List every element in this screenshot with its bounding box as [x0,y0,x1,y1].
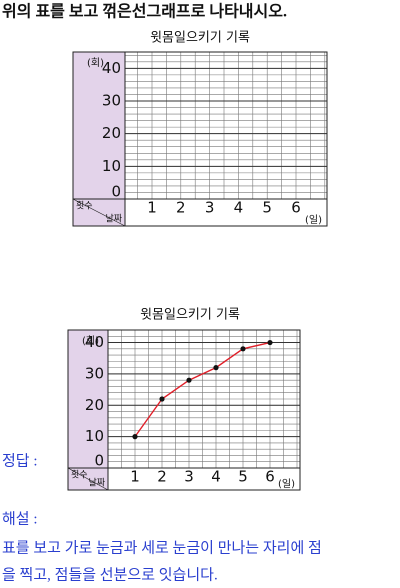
chart-title: 윗몸일으키기 기록 [140,308,240,323]
x-tick-label: 1 [147,199,157,217]
y-tick-label: 40 [85,333,104,351]
x-tick-label: 2 [176,199,186,217]
plot-area [125,52,327,199]
data-point [159,396,165,402]
x-tick-label: 3 [205,199,215,217]
y-tick-label: 40 [102,59,121,77]
x-tick-label: 6 [265,468,275,486]
y-tick-label: 10 [102,157,121,175]
x-tick-label: 5 [262,199,272,217]
chart-title: 윗몸일으키기 기록 [150,31,250,46]
y-tick-label: 20 [85,396,104,414]
series-line [134,341,271,438]
corner-top: 횟수 [76,200,93,212]
frame [67,329,301,491]
x-tick-label: 3 [184,468,194,486]
data-point [213,365,219,371]
y-tick-label: 0 [111,183,121,201]
explanation-line: 을 찍고, 점들을 선분으로 잇습니다. [2,566,218,583]
y-tick-label: 0 [94,452,104,470]
data-point [186,377,192,383]
corner-diagonal [67,467,109,491]
x-unit: (일) [305,214,322,226]
explanation-label: 해설 : [2,510,38,527]
y-tick-label: 30 [102,92,121,110]
answer-label: 정답 : [2,452,38,469]
data-point [132,434,138,440]
question: 위의 표를 보고 꺾은선그래프로 나타내시오. [2,3,287,21]
y-unit: (회) [82,335,99,347]
corner-bottom: 날짜 [105,214,122,225]
x-tick-label: 6 [291,199,301,217]
y-tick-label: 20 [102,124,121,142]
x-unit: (일) [278,478,295,490]
label-column [68,330,108,490]
frame [72,51,328,227]
data-point [240,346,246,352]
label-column [73,52,125,226]
x-tick-label: 2 [157,468,167,486]
y-unit: (회) [87,57,104,69]
x-tick-label: 4 [211,468,221,486]
corner-bottom: 날짜 [88,478,105,489]
corner-top: 횟수 [71,469,88,481]
data-point [267,339,273,346]
x-tick-label: 5 [238,468,248,486]
y-tick-label: 30 [85,364,104,382]
x-tick-label: 4 [234,199,244,217]
explanation-line: 표를 보고 가로 눈금과 세로 눈금이 만나는 자리에 점 [2,539,322,556]
y-tick-label: 10 [85,427,104,445]
corner-diagonal [72,198,126,227]
x-tick-label: 1 [130,468,140,486]
